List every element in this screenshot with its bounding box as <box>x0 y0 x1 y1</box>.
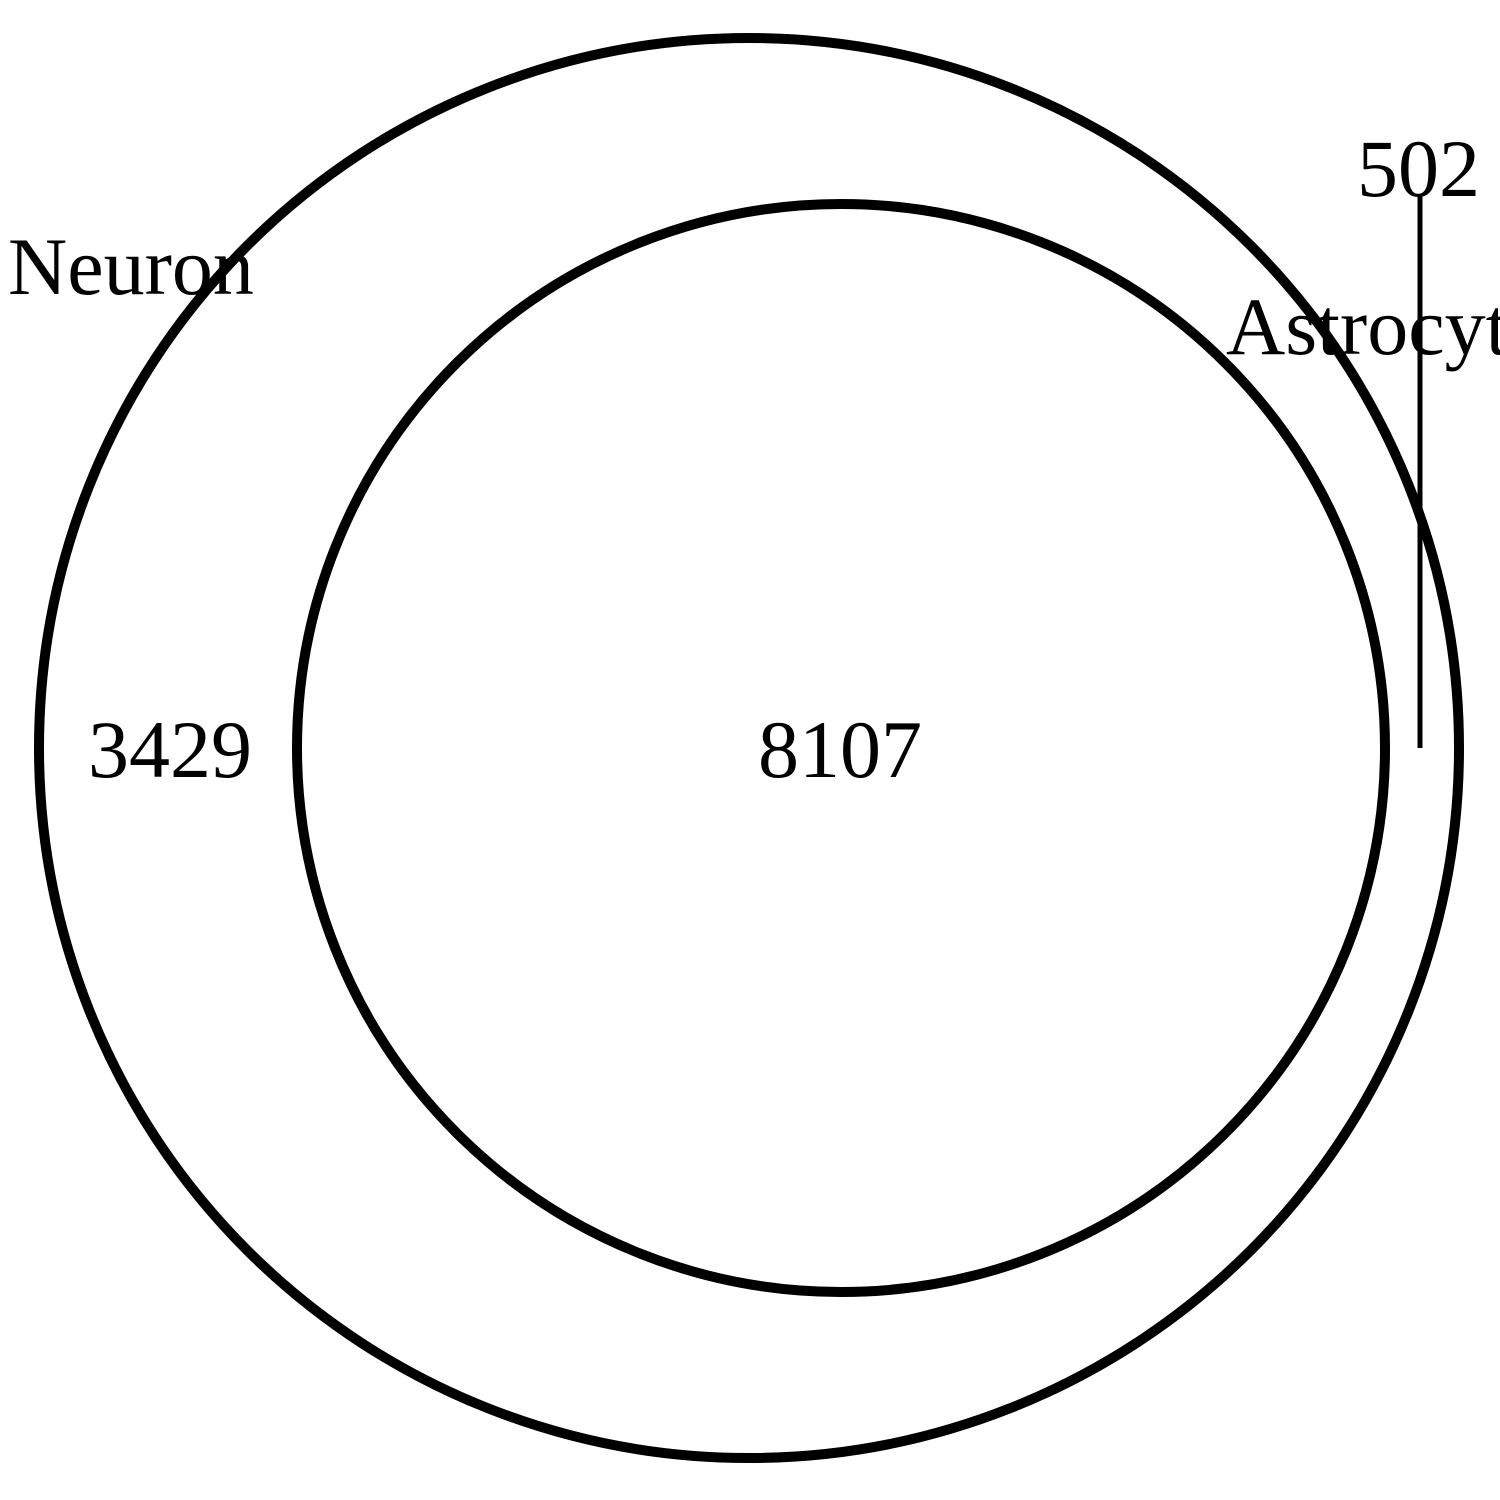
astrocyte-only-count: 502 <box>1357 123 1480 214</box>
neuron-only-count: 3429 <box>88 704 252 795</box>
neuron-set-label: Neuron <box>8 221 254 312</box>
astrocyte-circle <box>292 199 1390 1297</box>
intersection-count: 8107 <box>758 704 922 795</box>
astrocyte-set-label: Astrocyte <box>1226 281 1500 372</box>
neuron-circle <box>34 33 1464 1463</box>
